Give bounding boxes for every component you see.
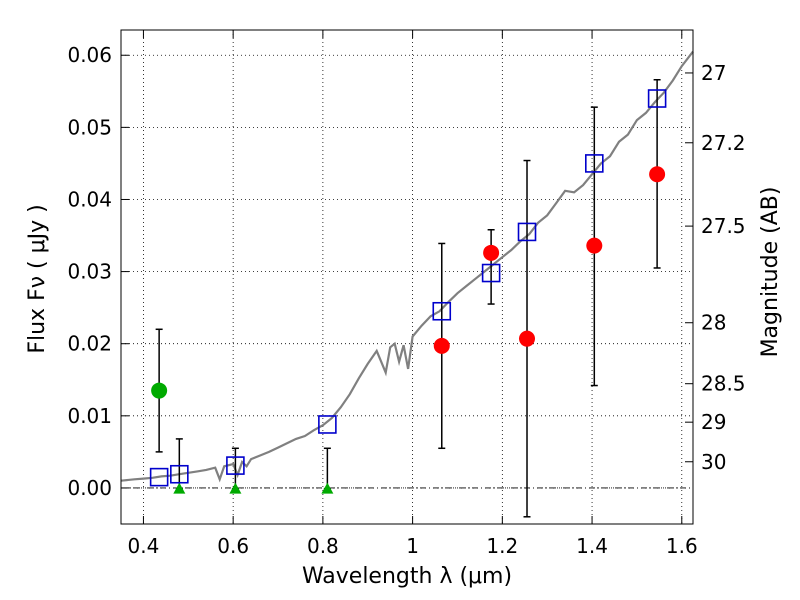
model-photometry-square xyxy=(170,464,189,484)
plot-frame xyxy=(120,29,694,525)
x-tick-label: 0.8 xyxy=(307,534,339,558)
x-tick-label: 1.2 xyxy=(486,534,518,558)
model-photometry-square xyxy=(585,154,604,173)
x-tick-label: 0.4 xyxy=(128,534,160,558)
red-detection-point xyxy=(483,244,500,261)
model-photometry-square xyxy=(149,467,169,487)
green-detection-point xyxy=(151,382,168,399)
model-sed-layer xyxy=(120,50,694,483)
red-detection-point xyxy=(433,337,450,354)
y-axis-label: Flux Fν ( μJy ) xyxy=(25,204,50,353)
mag-tick-label: 30 xyxy=(701,450,726,474)
model-photometry-square xyxy=(517,222,537,242)
model-photometry-square xyxy=(318,415,337,434)
x-tick-label: 1 xyxy=(406,534,419,558)
model-photometry-square xyxy=(481,263,501,283)
error-bars xyxy=(155,79,661,518)
y-tick-label: 0.06 xyxy=(67,43,112,67)
y-tick-label: 0.00 xyxy=(67,476,112,500)
model-photometry-square xyxy=(432,301,452,321)
y-tick-label: 0.03 xyxy=(67,260,112,284)
y2-axis-label: Magnitude (AB) xyxy=(758,187,783,358)
red-detection-point xyxy=(519,330,536,347)
y-tick-label: 0.02 xyxy=(67,332,112,356)
upper-limit-triangle xyxy=(173,482,186,494)
mag-tick-label: 27 xyxy=(701,61,726,85)
grid-lines xyxy=(121,30,693,524)
data-markers xyxy=(149,89,667,494)
x-tick-label: 1.6 xyxy=(666,534,698,558)
mag-tick-label: 28 xyxy=(701,311,726,335)
red-detection-point xyxy=(649,166,666,183)
model-sed-line xyxy=(120,50,694,483)
axis-ticks: 0.4 0.6 0.8 1 1.2 1.4 1.6 0.00 0.01 0.02 0.03 0.04 0… xyxy=(67,30,746,558)
upper-limit-triangle xyxy=(321,482,334,494)
x-tick-label: 1.4 xyxy=(576,534,608,558)
x-axis-label: Wavelength λ (μm) xyxy=(302,564,512,589)
model-photometry-square xyxy=(226,456,245,475)
y-tick-label: 0.01 xyxy=(67,404,112,428)
x-tick-label: 0.6 xyxy=(217,534,249,558)
y-tick-label: 0.05 xyxy=(67,115,112,139)
upper-limit-triangle xyxy=(229,482,242,494)
mag-tick-label: 27.2 xyxy=(701,131,746,155)
red-detection-point xyxy=(586,237,603,254)
mag-tick-label: 29 xyxy=(701,410,726,434)
model-photometry-square xyxy=(647,89,667,108)
mag-tick-label: 27.5 xyxy=(701,214,746,238)
y-tick-label: 0.04 xyxy=(67,187,112,211)
mag-tick-label: 28.5 xyxy=(701,372,746,396)
